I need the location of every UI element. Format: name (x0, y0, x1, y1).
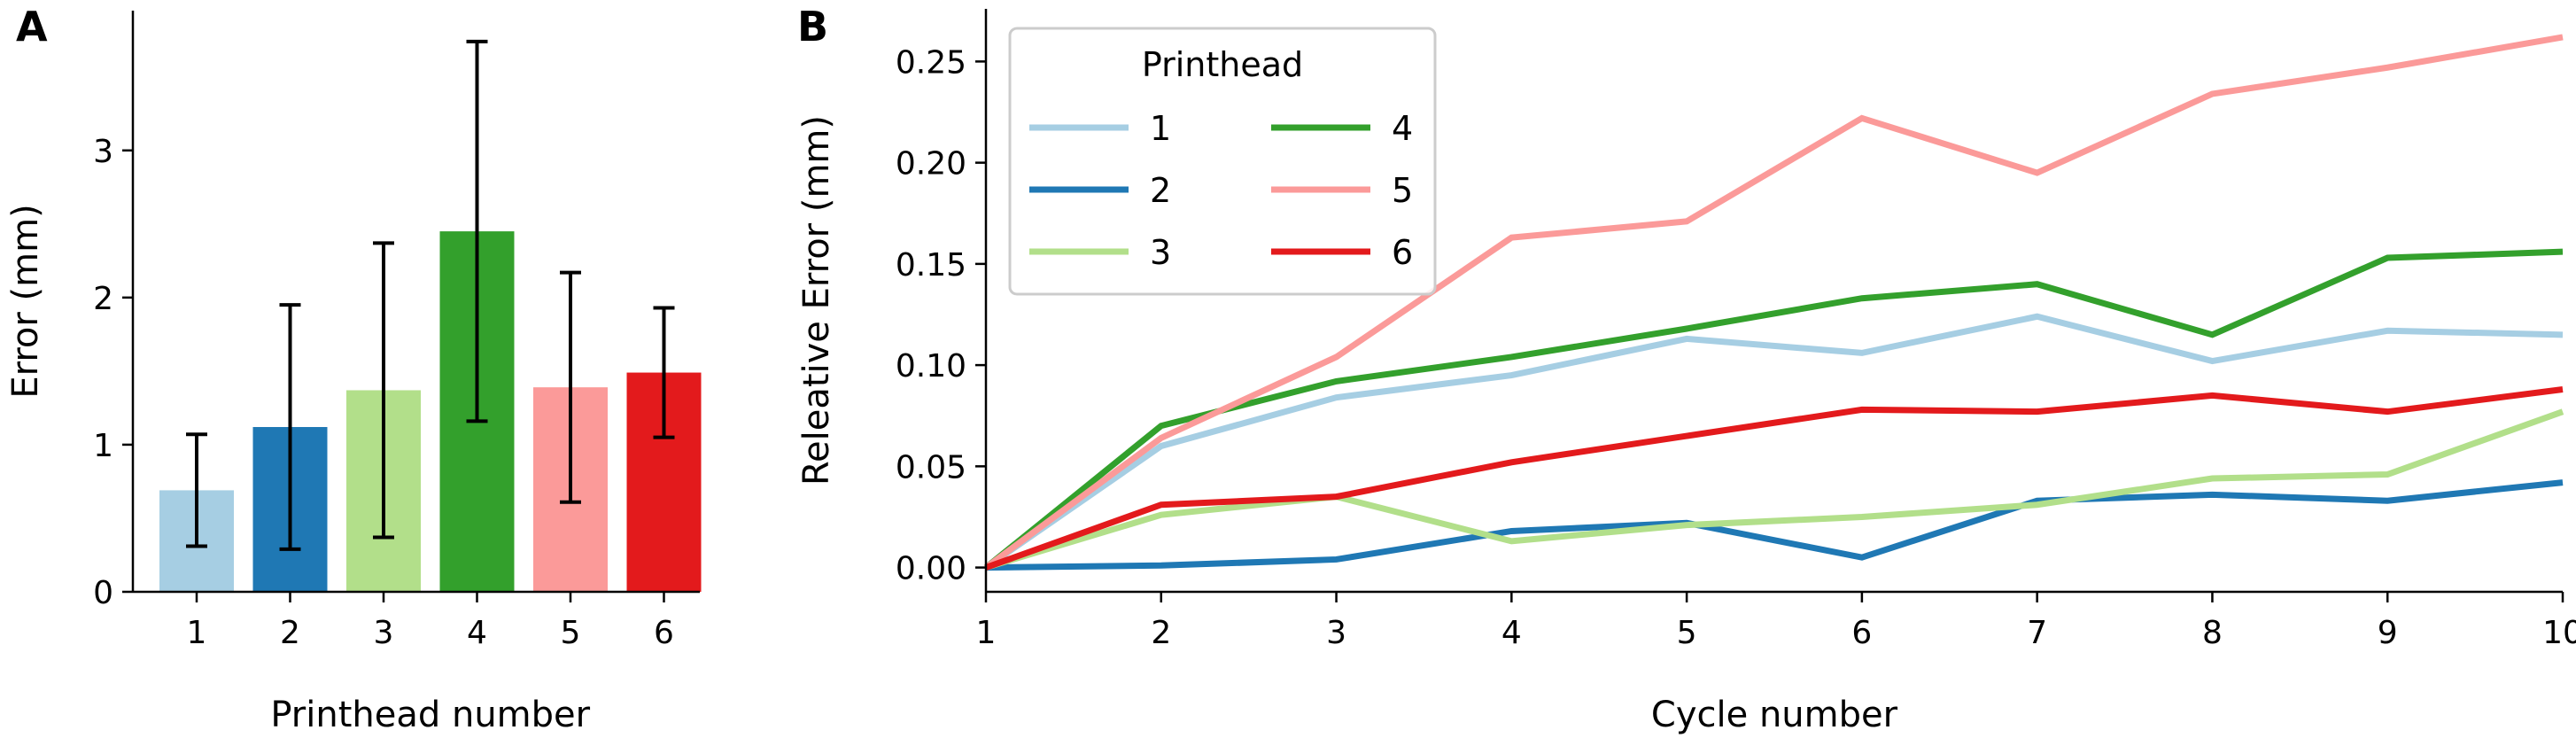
x-tick-label: 5 (561, 615, 581, 651)
legend-item-3: 3 (1029, 233, 1171, 272)
legend-label: 6 (1392, 233, 1413, 272)
line-series-group (983, 34, 2564, 571)
y-tick-label: 3 (93, 134, 113, 170)
y-tick-label: 0.00 (896, 551, 966, 587)
x-tick-label: 2 (1151, 615, 1171, 651)
x-tick-label: 1 (976, 615, 997, 651)
series-line-4 (983, 248, 2564, 571)
x-axis-label: Printhead number (270, 695, 590, 735)
y-tick-label: 0 (93, 575, 113, 611)
legend: Printhead 1 2 3 4 5 6 (1008, 27, 1437, 296)
panel-b-line-chart: B 0.00 0.05 0.10 0.15 0.20 0.25 1 2 3 4 5 6 7 8 9 10 Cy… (796, 3, 2576, 735)
y-tick-label: 0.15 (896, 247, 966, 284)
series-line-5 (983, 34, 2564, 571)
legend-label: 5 (1392, 171, 1413, 210)
y-tick-label: 0.10 (896, 348, 966, 385)
series-line-2 (985, 479, 2564, 571)
legend-item-4: 4 (1271, 109, 1413, 148)
x-tick-label: 7 (2027, 615, 2047, 651)
legend-label: 2 (1150, 171, 1171, 210)
series-line-1 (984, 313, 2564, 571)
x-tick-label: 10 (2542, 615, 2576, 651)
axes: 0 1 2 3 1 2 3 4 5 6 (93, 11, 700, 651)
x-tick-label: 9 (2378, 615, 2398, 651)
legend-item-1: 1 (1029, 109, 1171, 148)
panel-a-label: A (16, 3, 48, 50)
x-tick-label: 6 (1851, 615, 1872, 651)
x-tick-label: 3 (374, 615, 394, 651)
legend-label: 4 (1392, 109, 1413, 148)
error-bar-5 (560, 270, 581, 504)
series-line-3 (984, 408, 2564, 571)
x-axis-label: Cycle number (1651, 695, 1898, 735)
error-bar-2 (279, 303, 301, 551)
legend-item-5: 5 (1271, 171, 1413, 210)
x-tick-label: 8 (2202, 615, 2223, 651)
series-line-6 (984, 386, 2564, 571)
panel-a-bar-chart: A 0 1 2 3 1 2 3 4 5 6 Printhead number Error (mm) (5, 3, 702, 735)
x-tick-label: 3 (1326, 615, 1346, 651)
y-axis-label: Releative Error (mm) (796, 115, 837, 486)
x-tick-label: 4 (1501, 615, 1522, 651)
x-tick-label: 6 (654, 615, 674, 651)
legend-item-6: 6 (1271, 233, 1413, 272)
y-axis-label: Error (mm) (5, 204, 46, 398)
bar-group (159, 231, 702, 592)
axes: 0.00 0.05 0.10 0.15 0.20 0.25 1 2 3 4 5 6 7 8 9 10 (896, 9, 2576, 651)
y-tick-label: 2 (93, 281, 113, 317)
x-tick-label: 4 (467, 615, 487, 651)
legend-box (1008, 27, 1437, 296)
error-bar-3 (373, 241, 394, 540)
legend-item-2: 2 (1029, 171, 1171, 210)
legend-title: Printhead (1142, 45, 1303, 84)
x-tick-label: 2 (280, 615, 300, 651)
y-tick-label: 0.05 (896, 449, 966, 486)
x-tick-label: 5 (1677, 615, 1697, 651)
legend-label: 1 (1150, 109, 1171, 148)
error-bar-1 (186, 432, 207, 548)
x-tick-label: 1 (187, 615, 207, 651)
legend-label: 3 (1150, 233, 1171, 272)
panel-b-label: B (797, 3, 828, 50)
y-tick-label: 1 (93, 428, 113, 464)
error-bar-6 (653, 306, 675, 439)
y-tick-label: 0.20 (896, 146, 966, 183)
error-bar-group (186, 39, 675, 551)
error-bar-4 (466, 39, 488, 423)
y-tick-label: 0.25 (896, 44, 966, 81)
